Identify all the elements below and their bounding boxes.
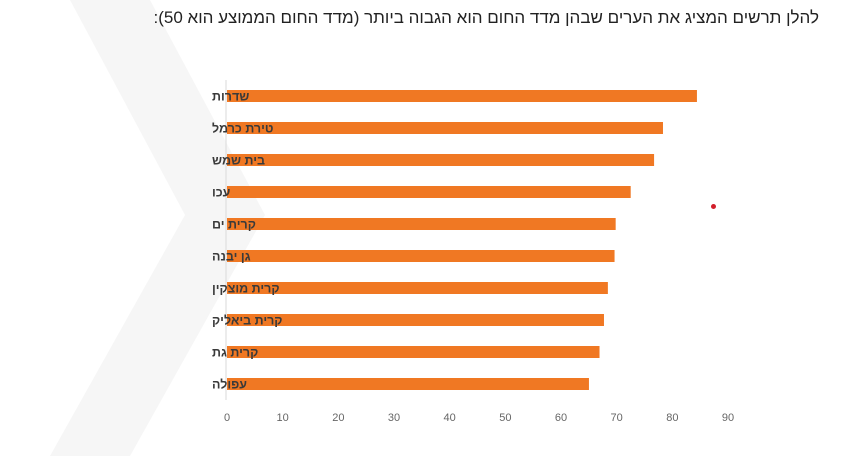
category-label: קרית מוצקין <box>212 282 280 296</box>
x-tick-label: 80 <box>666 412 678 424</box>
bar <box>227 378 589 390</box>
category-label: קרית גת <box>212 346 258 360</box>
x-tick-label: 30 <box>388 412 400 424</box>
x-tick-label: 40 <box>444 412 456 424</box>
category-label: עכו <box>212 186 231 200</box>
category-label: טירת כרמל <box>212 122 274 136</box>
x-tick-label: 90 <box>722 412 734 424</box>
category-label: גן יבנה <box>212 250 251 264</box>
x-tick-label: 60 <box>555 412 567 424</box>
category-label: שדרות <box>212 90 249 104</box>
x-tick-label: 70 <box>611 412 623 424</box>
bar <box>227 250 615 262</box>
category-label: עפולה <box>212 378 247 392</box>
x-tick-label: 20 <box>332 412 344 424</box>
bar <box>227 186 631 198</box>
bar <box>227 90 697 102</box>
x-tick-label: 10 <box>277 412 289 424</box>
category-label: בית שמש <box>212 154 265 168</box>
category-label: קרית ביאליק <box>212 314 282 328</box>
bar <box>227 314 604 326</box>
category-label: קרית ים <box>212 218 256 232</box>
x-tick-label: 50 <box>499 412 511 424</box>
red-dot-marker <box>711 204 716 209</box>
bar <box>227 122 663 134</box>
x-tick-label: 0 <box>224 412 230 424</box>
bar <box>227 346 600 358</box>
intro-text: להלן תרשים המציג את הערים שבהן מדד החום … <box>153 8 819 27</box>
bar <box>227 282 608 294</box>
bar <box>227 154 655 166</box>
bar <box>227 218 616 230</box>
